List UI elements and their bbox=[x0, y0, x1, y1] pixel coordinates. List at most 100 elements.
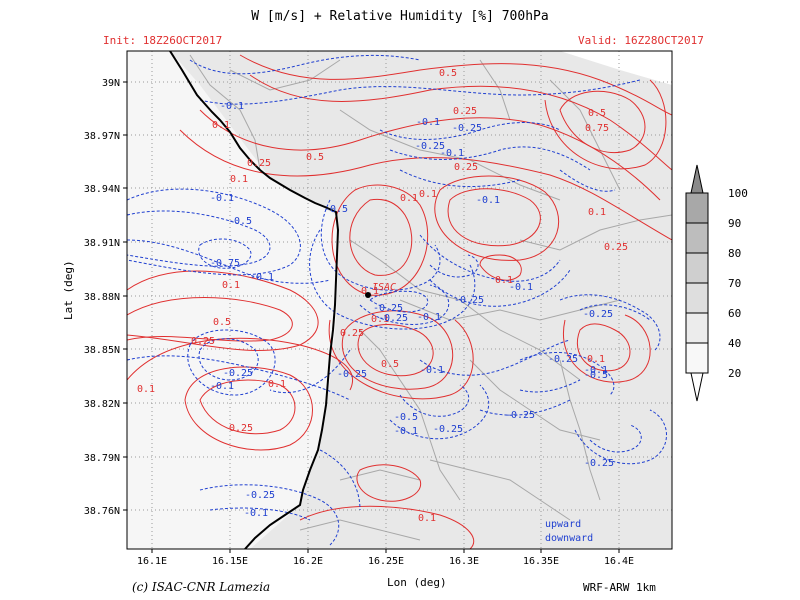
downward-contour-label: -0.5 bbox=[584, 370, 608, 381]
upward-contour-label: 0.1 bbox=[495, 275, 513, 286]
colorbar-tick-label: 100 bbox=[728, 187, 748, 200]
y-tick-label: 38.79N bbox=[84, 453, 120, 464]
x-tick-label: 16.2E bbox=[293, 556, 323, 567]
colorbar-segment bbox=[685, 342, 709, 374]
upward-contour-label: 0.1 bbox=[587, 354, 605, 365]
upward-contour-label: 0.25 bbox=[340, 328, 364, 339]
downward-contour-label: -0.5 bbox=[228, 216, 252, 227]
downward-contour-label: -0.5 bbox=[394, 412, 418, 423]
downward-contour-label: -0.1 bbox=[220, 101, 244, 112]
downward-contour-label: -0.25 bbox=[548, 354, 578, 365]
y-tick-label: 38.76N bbox=[84, 506, 120, 517]
x-tick-label: 16.1E bbox=[137, 556, 167, 567]
upward-contour-label: 0.1 bbox=[268, 379, 286, 390]
upward-contour-label: 0.1 bbox=[361, 286, 379, 297]
y-tick-label: 38.94N bbox=[84, 184, 120, 195]
legend-upward: upward bbox=[545, 519, 581, 530]
coastline bbox=[169, 51, 340, 549]
downward-contour-label: -0.1 bbox=[210, 381, 234, 392]
upward-contour-label: 0.5 bbox=[306, 152, 324, 163]
upward-contour-label: 0.1 bbox=[137, 384, 155, 395]
colorbar-tick-label: 60 bbox=[728, 307, 741, 320]
upward-contour-label: 0.25 bbox=[229, 423, 253, 434]
downward-contour-label: -0.1 bbox=[416, 117, 440, 128]
colorbar-tick-label: 80 bbox=[728, 247, 741, 260]
axis-ticks bbox=[123, 81, 620, 553]
colorbar-tick-label: 90 bbox=[728, 217, 741, 230]
y-tick-label: 38.88N bbox=[84, 292, 120, 303]
upward-contour-label: 0.25 bbox=[191, 336, 215, 347]
downward-contour-label: -0.1 bbox=[250, 272, 274, 283]
downward-contour-label: -0.25 bbox=[223, 368, 253, 379]
snow-patch bbox=[560, 51, 672, 85]
downward-contour-label: -0.1 bbox=[210, 193, 234, 204]
upward-contour-label: 0.5 bbox=[381, 359, 399, 370]
downward-contours bbox=[127, 54, 667, 546]
x-tick-label: 16.3E bbox=[449, 556, 479, 567]
downward-contour-label: -0.1 bbox=[420, 365, 444, 376]
downward-contour-label: -0.1 bbox=[394, 426, 418, 437]
downward-contour-label: -0.1 bbox=[244, 508, 268, 519]
upward-contour-label: 0.5 bbox=[588, 108, 606, 119]
y-tick-label: 39N bbox=[102, 78, 120, 89]
colorbar-tick-label: 40 bbox=[728, 337, 741, 350]
downward-contour-label: -0.5 bbox=[324, 204, 348, 215]
colorbar-segment bbox=[685, 252, 709, 284]
downward-contour-label: -0.25 bbox=[415, 141, 445, 152]
upward-contour-label: 0.5 bbox=[213, 317, 231, 328]
downward-contour-label: -0.1 bbox=[417, 312, 441, 323]
road-network bbox=[189, 54, 672, 541]
downward-contour-label: -0.25 bbox=[505, 410, 535, 421]
upward-contour-label: 0.25 bbox=[453, 106, 477, 117]
upward-contour-label: 0.75 bbox=[585, 123, 609, 134]
upward-contour-label: 0.25 bbox=[604, 242, 628, 253]
y-tick-label: 38.91N bbox=[84, 238, 120, 249]
downward-contour-label: -0.25 bbox=[373, 303, 403, 314]
upward-contour-label: 0.1 bbox=[212, 120, 230, 131]
upward-contour-label: 0.1 bbox=[419, 189, 437, 200]
downward-contour-label: -0.25 bbox=[454, 295, 484, 306]
credit-text: (c) ISAC-CNR Lamezia bbox=[132, 580, 271, 594]
upward-contour-label: 0.1 bbox=[588, 207, 606, 218]
upward-contour-label: 0.5 bbox=[439, 68, 457, 79]
downward-contour-label: -0.1 bbox=[584, 365, 608, 376]
model-name: WRF-ARW 1km bbox=[583, 581, 656, 594]
colorbar-bottom-arrow bbox=[690, 372, 704, 402]
downward-contour-label: -0.25 bbox=[452, 123, 482, 134]
downward-contour-label: -0.75 bbox=[210, 258, 240, 269]
map-title: W [m/s] + Relative Humidity [%] 700hPa bbox=[251, 9, 549, 24]
downward-contour-label: -0.1 bbox=[440, 148, 464, 159]
colorbar-tick-label: 20 bbox=[728, 367, 741, 380]
init-time: Init: 18Z26OCT2017 bbox=[103, 34, 223, 47]
x-tick-label: 16.35E bbox=[523, 556, 559, 567]
x-axis-label: Lon (deg) bbox=[387, 576, 447, 589]
upward-contours bbox=[127, 54, 672, 549]
upward-contour-label: 0.1 bbox=[371, 314, 389, 325]
downward-contour-label: -0.25 bbox=[583, 309, 613, 320]
upward-contour-label: 0.1 bbox=[230, 174, 248, 185]
colorbar-segment bbox=[685, 222, 709, 254]
legend-downward: downward bbox=[545, 533, 593, 544]
y-tick-label: 38.97N bbox=[84, 131, 120, 142]
colorbar-segment bbox=[685, 312, 709, 344]
y-tick-label: 38.82N bbox=[84, 399, 120, 410]
colorbar-tick-label: 70 bbox=[728, 277, 741, 290]
downward-contour-label: -0.25 bbox=[245, 490, 275, 501]
colorbar-top-arrow bbox=[690, 164, 704, 194]
upward-contour-label: 0.1 bbox=[418, 513, 436, 524]
x-tick-label: 16.15E bbox=[212, 556, 248, 567]
x-tick-label: 16.4E bbox=[604, 556, 634, 567]
x-tick-label: 16.25E bbox=[368, 556, 404, 567]
downward-contour-label: -0.25 bbox=[378, 313, 408, 324]
station-marker bbox=[365, 292, 371, 298]
upward-contour-label: 0.25 bbox=[454, 162, 478, 173]
valid-time: Valid: 16Z28OCT2017 bbox=[578, 34, 704, 47]
upward-contour-label: 0.1 bbox=[400, 193, 418, 204]
upward-contour-label: 0.1 bbox=[222, 280, 240, 291]
colorbar-segment bbox=[685, 192, 709, 224]
downward-contour-label: -0.25 bbox=[433, 424, 463, 435]
colorbar-segment bbox=[685, 282, 709, 314]
station-label: ISAC bbox=[372, 282, 396, 293]
downward-contour-label: -0.1 bbox=[476, 195, 500, 206]
